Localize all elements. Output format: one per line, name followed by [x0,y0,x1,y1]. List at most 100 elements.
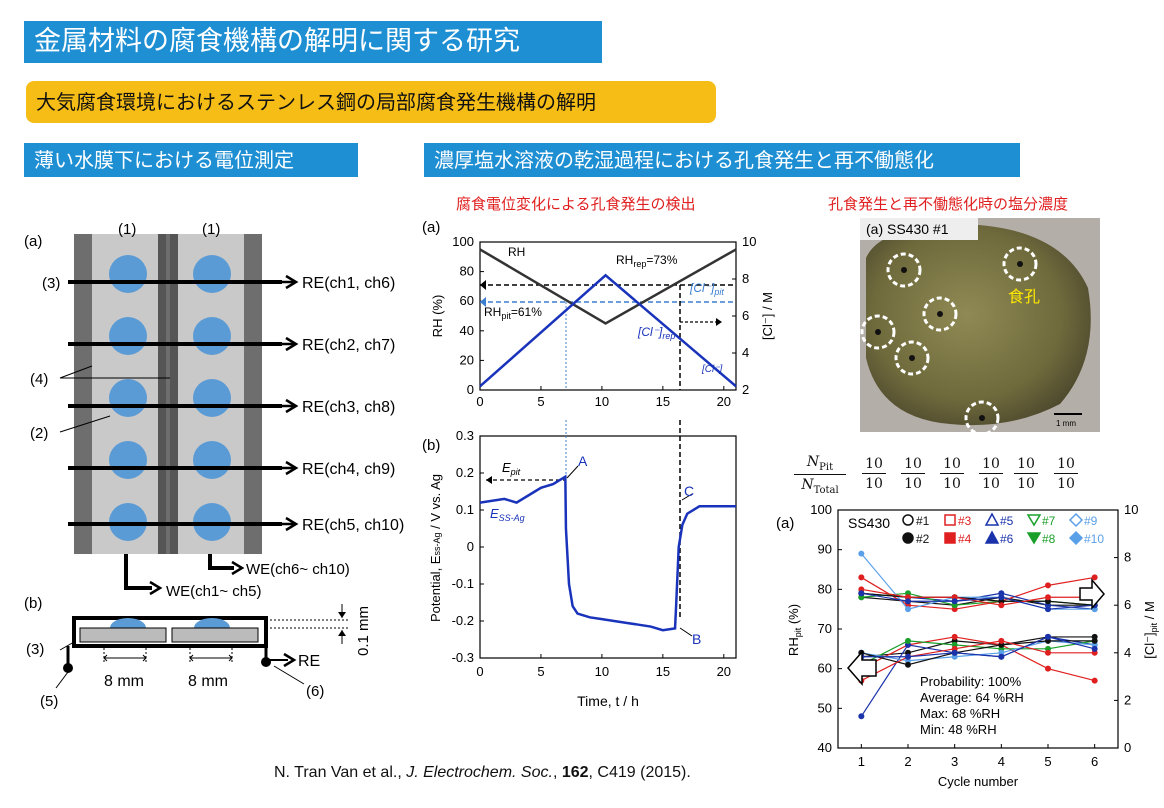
legend-marker [1026,532,1042,545]
scale-bar-label: 1 mm [1056,419,1076,428]
x-tick-label: 10 [595,394,609,409]
chart-c-y2label: [Cl⁻]pit / M [1142,601,1159,659]
data-point [858,590,865,597]
legend-marker [984,512,1000,526]
data-point [858,574,865,581]
x-tick-label: 3 [951,754,958,769]
fraction-value: 10 10 [979,456,1003,492]
diagram-label-5: (5) [40,693,58,710]
annotation-e-ss: ESS-Ag [490,506,525,523]
re-label: RE [298,653,320,670]
chart-b-ylabel: Potential, Ess-Ag / V vs. Ag [428,474,443,622]
series-line [861,576,1095,610]
y-tick-label: 40 [460,323,474,338]
y-tick-label: 80 [460,264,474,279]
chart-a-ticks: 0 5 10 15 20 0 20 40 60 80 100 2 4 6 8 10 [452,234,756,409]
data-point [905,661,911,668]
y-tick-label: -0.1 [452,576,474,591]
re-channel-label: RE(ch5, ch10) [302,517,404,534]
x-tick-label: 0 [476,394,483,409]
legend-label: #4 [958,532,972,546]
annotation-a: A [578,453,588,469]
series-line [861,636,1095,658]
y-tick-label: 40 [818,740,832,755]
diagram-label-3: (3) [42,275,60,292]
y2-tick-label: 8 [1124,550,1131,565]
data-point [905,598,911,605]
right-arrow-icon [1079,577,1105,611]
legend-label: #5 [1000,514,1014,528]
fraction-value: 10 10 [1014,456,1038,492]
annotation-cl: [Cl⁻] [701,364,723,375]
annotation-b: B [692,631,701,647]
chart-cycle: (a) 1 2 3 4 5 6 40 50 60 70 80 90 100 0 2 4 6 8 10 SS430 #… [776,502,1159,789]
diagram-label-4: (4) [30,371,48,388]
annotation-cl-rep: [Cl⁻]rep [637,325,675,341]
legend-marker [902,514,914,526]
we-label-1: WE(ch1~ ch5) [166,583,261,600]
data-point [905,653,911,660]
legend-marker [1068,512,1084,528]
annotation-c: C [684,483,694,499]
x-tick-label: 15 [656,394,670,409]
data-point [905,637,911,644]
y-tick-label: 80 [818,581,832,596]
data-point [905,606,911,613]
legend-marker [984,530,1000,544]
diagram-label-a: (a) [24,233,42,250]
electrode-diagram: (a) (1) (1) (3) (4) (2) RE(ch1, ch6) RE(… [24,221,404,710]
caption-chloride: 孔食発生と再不働態化時の塩分濃度 [828,195,1069,213]
legend-marker [944,514,956,526]
re-wires [68,280,282,526]
chart-c-panel-label: (a) [776,515,794,532]
data-point [1045,606,1051,613]
gap-label: 0.1 mm [355,606,372,656]
legend-marker [902,532,914,544]
pit-dots [875,261,1023,421]
x-tick-label: 6 [1091,754,1098,769]
series-line [861,592,1095,610]
chart-c-stats: Probability: 100% Average: 64 %RH Max: 6… [920,674,1024,737]
y-tick-label: 0 [467,382,474,397]
y-tick-label: 20 [460,352,474,367]
chart-c-title: SS430 [848,515,890,531]
fraction-value: 10 10 [901,456,925,492]
page-subtitle: 大気腐食環境におけるステンレス鋼の局部腐食発生機構の解明 [26,81,716,123]
data-point [951,633,958,640]
y2-tick-label: 8 [742,271,749,286]
chart-c-xlabel: Cycle number [938,774,1019,789]
chart-a-rh-line [479,248,737,325]
y-tick-label: 0.2 [456,465,474,480]
re-channel-label: RE(ch2, ch7) [302,337,395,354]
chart-b-ticks: 0 5 10 15 20 -0.3 -0.2 -0.1 0 0.1 0.2 0.3 [452,428,731,679]
series-line [861,636,1095,682]
x-tick-label: 1 [858,754,865,769]
stat-line: Max: 68 %RH [920,706,1000,721]
sample-photo: (a) SS430 #1 食孔 1 mm [860,218,1100,432]
x-tick-label: 5 [1044,754,1051,769]
diagram-label-b: (b) [24,595,42,612]
x-tick-label: 5 [537,394,544,409]
annotation-rh-pit: RHpit=61% [484,305,542,321]
legend-marker [1026,514,1042,527]
chart-a-panel-label: (a) [422,219,440,236]
y2-tick-label: 2 [1124,692,1131,707]
y2-tick-label: 10 [1124,502,1138,517]
y-tick-label: 100 [810,502,832,517]
left-arrow-icon [847,650,877,686]
y2-tick-label: 6 [1124,597,1131,612]
y-tick-label: 0.3 [456,428,474,443]
stat-line: Probability: 100% [920,674,1022,689]
section-left-title: 薄い水膜下における電位測定 [24,143,358,177]
chart-c-ylabel: RHpit (%) [786,604,803,656]
chart-c-series [858,550,1098,720]
legend-label: #6 [1000,532,1014,546]
legend-label: #1 [916,514,930,528]
series-line [861,640,1095,666]
y-tick-label: 90 [818,542,832,557]
data-point [1091,637,1098,644]
y-tick-label: 60 [460,293,474,308]
data-point [1045,594,1051,601]
chart-b-panel-label: (b) [422,437,440,454]
dimension-label: 8 mm [188,673,228,690]
